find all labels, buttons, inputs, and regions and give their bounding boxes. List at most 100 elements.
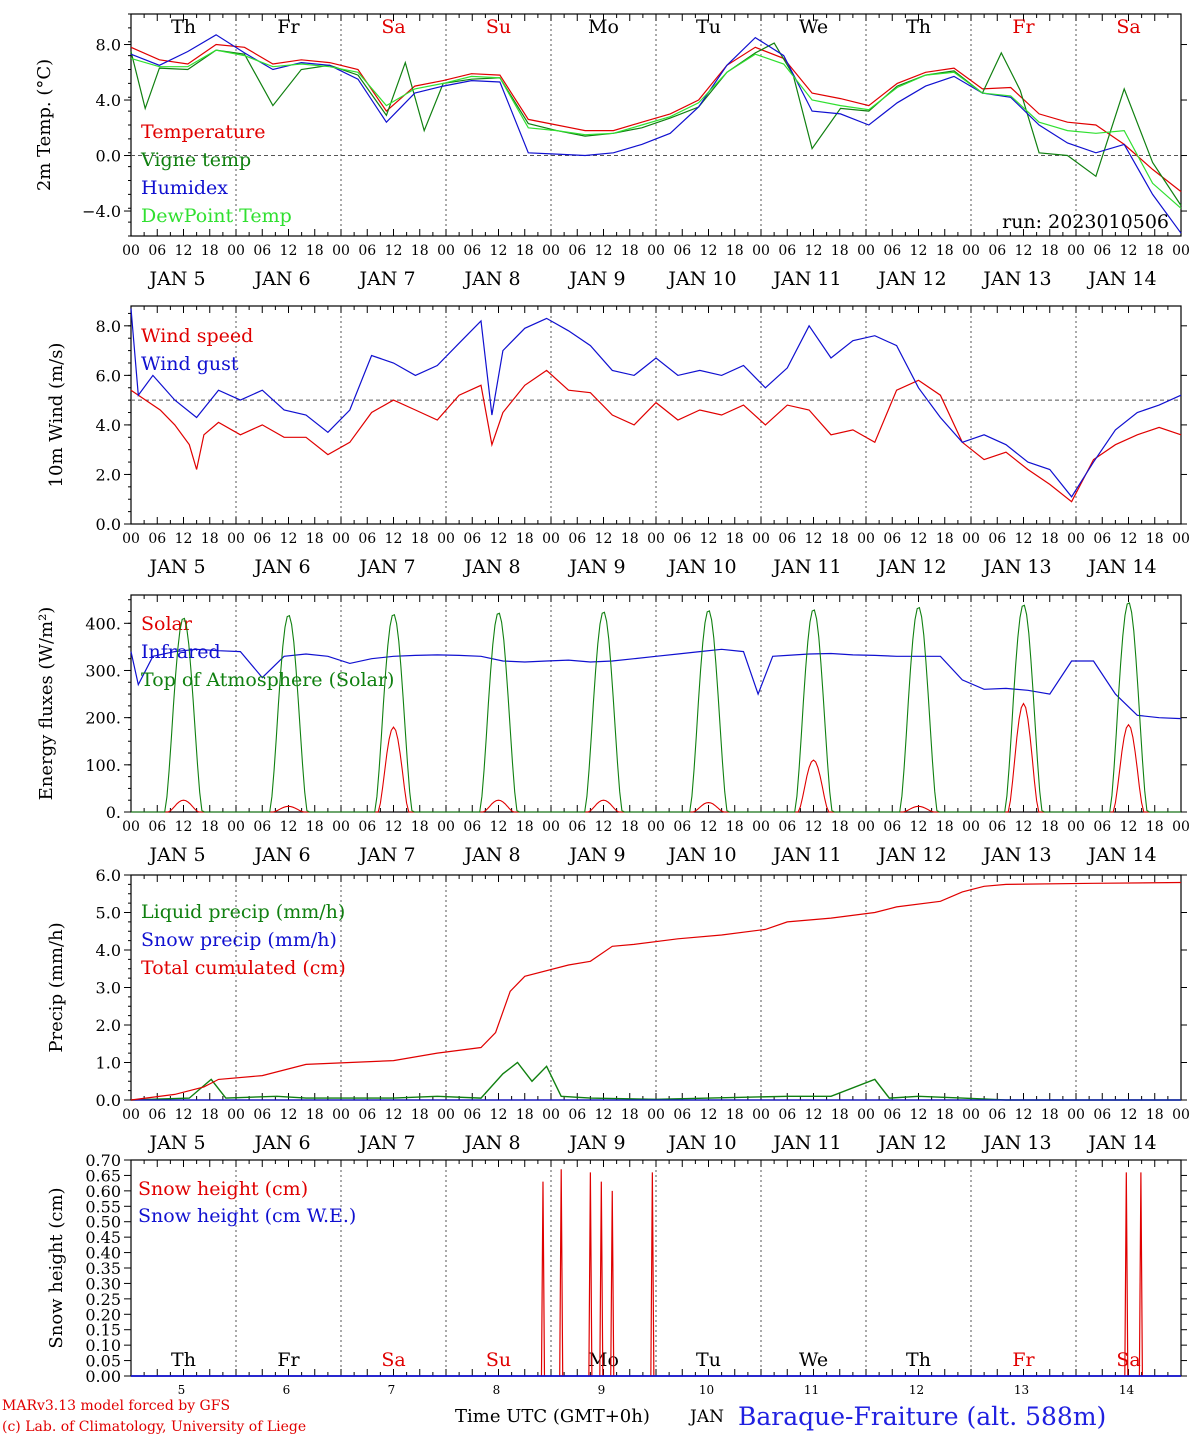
hour-tick-label: 18	[726, 531, 744, 547]
hour-tick-label: 12	[1015, 819, 1033, 835]
date-label: JAN 11	[771, 556, 841, 578]
date-label: JAN 14	[1086, 556, 1156, 578]
hour-tick-label: 06	[673, 819, 691, 835]
hour-tick-label: 12	[595, 243, 613, 259]
date-label: JAN 13	[981, 268, 1051, 290]
hour-tick-label: 12	[175, 819, 193, 835]
hour-tick-label: 18	[1041, 243, 1059, 259]
hour-tick-label: 12	[490, 1107, 508, 1123]
hour-tick-label: 18	[516, 1107, 534, 1123]
hour-tick-label: 06	[883, 819, 901, 835]
hour-tick-label: 00	[1172, 819, 1190, 835]
hour-tick-label: 06	[883, 243, 901, 259]
hour-tick-label: 06	[673, 243, 691, 259]
hour-tick-label: 00	[542, 531, 560, 547]
hour-tick-label: 12	[595, 819, 613, 835]
date-label: JAN 6	[252, 556, 310, 578]
y-axis-label: Precip (mm/h)	[46, 922, 67, 1052]
hour-tick-label: 12	[385, 819, 403, 835]
hour-tick-label: 12	[700, 243, 718, 259]
series-dewpoint-temp-line	[130, 49, 1182, 209]
hour-tick-label: 00	[857, 531, 875, 547]
hour-tick-label: 18	[726, 1107, 744, 1123]
date-label: JAN 8	[462, 556, 520, 578]
date-label: JAN 6	[252, 1132, 310, 1154]
hour-tick-label: 00	[1172, 1107, 1190, 1123]
series-wind-speed-line	[130, 369, 1182, 503]
hour-tick-label: 12	[1015, 1107, 1033, 1123]
y-tick-label: 8.0	[96, 36, 121, 55]
y-axis-label: 2m Temp. (°C)	[34, 59, 55, 191]
y-tick-label: 200.	[85, 709, 121, 728]
y-tick-label: 0.65	[85, 1166, 121, 1185]
date-label: JAN 9	[567, 1132, 625, 1154]
date-label: JAN 5	[147, 844, 205, 866]
hour-tick-label: 00	[962, 1107, 980, 1123]
legend-label: Humidex	[141, 177, 228, 199]
hour-tick-label: 12	[595, 1107, 613, 1123]
hour-tick-label: 00	[752, 819, 770, 835]
hour-tick-label: 12	[1120, 1107, 1138, 1123]
y-tick-label: 3.0	[96, 979, 121, 998]
hour-tick-label: 18	[726, 243, 744, 259]
date-label: JAN 11	[771, 1132, 841, 1154]
hour-tick-label: 06	[1093, 819, 1111, 835]
hour-tick-label: 12	[385, 243, 403, 259]
date-label: JAN 7	[357, 1132, 415, 1154]
hour-tick-label: 00	[752, 531, 770, 547]
series-snow-height-cm-spike	[588, 1172, 593, 1377]
hour-tick-label: 18	[1146, 819, 1164, 835]
hour-tick-label: 06	[463, 531, 481, 547]
hour-tick-label: 00	[647, 531, 665, 547]
run-label: run: 2023010506	[1002, 211, 1169, 233]
date-label: JAN 13	[981, 556, 1051, 578]
hour-tick-label: 12	[700, 1107, 718, 1123]
y-tick-label: 0.45	[85, 1228, 121, 1247]
day-number-label: 9	[598, 1383, 606, 1397]
hour-tick-label: 06	[463, 819, 481, 835]
date-label: JAN 10	[666, 556, 736, 578]
series-liquid-precip-mm-h-line	[130, 1061, 1181, 1101]
hour-tick-label: 18	[621, 243, 639, 259]
hour-tick-label: 18	[1146, 1107, 1164, 1123]
hour-tick-label: 12	[490, 819, 508, 835]
hour-tick-label: 12	[1120, 531, 1138, 547]
day-name-label: Mo	[588, 1349, 619, 1371]
hour-tick-label: 06	[358, 1107, 376, 1123]
hour-tick-label: 12	[385, 531, 403, 547]
day-name-label: Th	[906, 16, 931, 38]
y-tick-label: 0.55	[85, 1197, 121, 1216]
hour-tick-label: 00	[647, 243, 665, 259]
hour-tick-label: 00	[1067, 531, 1085, 547]
hour-tick-label: 12	[175, 243, 193, 259]
credit-lab: (c) Lab. of Climatology, University of L…	[2, 1419, 307, 1435]
hour-tick-label: 18	[306, 819, 324, 835]
hour-tick-label: 12	[805, 819, 823, 835]
hour-tick-label: 12	[1120, 819, 1138, 835]
hour-tick-label: 06	[253, 243, 271, 259]
y-tick-label: 0.00	[85, 1367, 121, 1386]
hour-tick-label: 18	[936, 531, 954, 547]
day-name-label: Th	[171, 16, 196, 38]
hour-tick-label: 18	[831, 1107, 849, 1123]
hour-tick-label: 00	[647, 819, 665, 835]
hour-tick-label: 18	[621, 531, 639, 547]
date-label: JAN 10	[666, 268, 736, 290]
hour-tick-label: 18	[516, 243, 534, 259]
hour-tick-label: 06	[988, 243, 1006, 259]
date-label: JAN 9	[567, 556, 625, 578]
y-tick-label: 0.0	[96, 1091, 121, 1110]
hour-tick-label: 12	[700, 531, 718, 547]
hour-tick-label: 00	[752, 243, 770, 259]
hour-tick-label: 18	[306, 531, 324, 547]
day-number-label: 13	[1014, 1383, 1029, 1397]
day-number-label: 10	[699, 1383, 714, 1397]
legend-label: Wind gust	[141, 353, 239, 375]
hour-tick-label: 12	[595, 531, 613, 547]
day-name-label: We	[799, 16, 828, 38]
hour-tick-label: 12	[910, 1107, 928, 1123]
series-snow-height-cm-spike	[599, 1181, 604, 1377]
hour-tick-label: 06	[463, 243, 481, 259]
hour-tick-label: 06	[988, 819, 1006, 835]
hour-tick-label: 06	[1093, 1107, 1111, 1123]
